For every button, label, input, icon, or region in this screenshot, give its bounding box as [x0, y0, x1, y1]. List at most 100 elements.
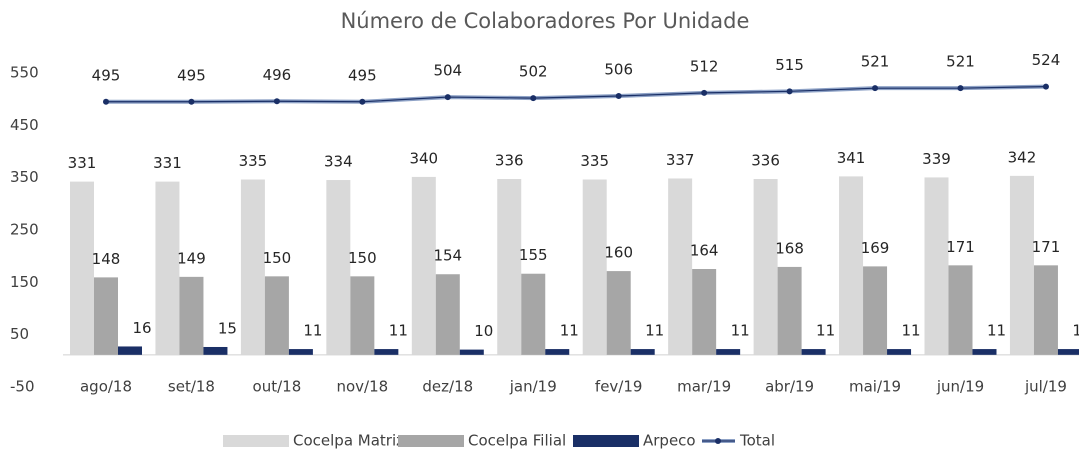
bar: [203, 346, 228, 355]
data-label: 148: [92, 250, 121, 268]
data-label: 521: [946, 53, 975, 71]
data-label: 331: [153, 154, 182, 172]
x-tick-label: mai/19: [849, 378, 901, 396]
line-marker: [872, 85, 879, 92]
bar: [435, 274, 460, 355]
data-label: 149: [177, 249, 206, 267]
data-label: 496: [263, 66, 292, 84]
data-label: 334: [324, 153, 353, 171]
x-tick-label: out/18: [253, 378, 302, 396]
data-label: 506: [604, 61, 633, 79]
legend-label: Arpeco: [643, 432, 696, 450]
bar: [155, 181, 180, 355]
bar: [497, 178, 522, 355]
legend-swatch: [398, 435, 464, 447]
data-label: 154: [433, 247, 462, 265]
line-marker: [786, 88, 793, 95]
bar: [948, 265, 973, 355]
bar: [777, 266, 802, 355]
data-label: 495: [177, 66, 206, 84]
x-tick-label: ago/18: [80, 378, 132, 396]
data-label: 331: [68, 154, 97, 172]
legend-label: Total: [739, 432, 775, 450]
bar: [70, 181, 94, 355]
x-tick-label: nov/18: [336, 378, 388, 396]
data-label: 160: [604, 244, 633, 262]
legend-swatch: [223, 435, 289, 447]
data-label: 15: [218, 319, 237, 337]
data-label: 11: [1072, 322, 1079, 340]
legend-label: Cocelpa Matriz: [293, 432, 404, 450]
data-label: 150: [348, 249, 377, 267]
bar: [350, 276, 375, 355]
data-label: 515: [775, 56, 804, 74]
data-label: 495: [348, 66, 377, 84]
x-tick-label: set/18: [168, 378, 215, 396]
data-label: 337: [666, 151, 695, 169]
bar: [411, 176, 436, 355]
bar: [972, 349, 997, 355]
data-label: 171: [1032, 238, 1061, 256]
chart-title: Número de Colaboradores Por Unidade: [341, 9, 750, 33]
data-label: 521: [861, 53, 890, 71]
bar: [264, 276, 289, 355]
bar: [692, 269, 717, 355]
bar: [753, 178, 778, 355]
bar: [374, 349, 399, 355]
bar: [716, 349, 741, 355]
y-tick-label: 50: [10, 325, 29, 343]
line-marker: [273, 98, 280, 105]
x-tick-label: abr/19: [765, 378, 814, 396]
data-label: 524: [1032, 51, 1061, 69]
line-marker: [359, 98, 366, 105]
data-label: 335: [239, 152, 268, 170]
data-label: 336: [751, 151, 780, 169]
bar: [179, 276, 204, 355]
data-label: 150: [263, 249, 292, 267]
y-tick-label: -50: [10, 378, 35, 396]
bar: [887, 349, 912, 355]
bar: [240, 179, 265, 355]
bar: [326, 180, 351, 355]
line-core: [106, 86, 1046, 103]
x-tick-label: jan/19: [509, 378, 557, 396]
y-tick-label: 550: [10, 64, 39, 82]
legend-marker: [715, 438, 721, 444]
data-label: 171: [946, 238, 975, 256]
bar: [94, 277, 118, 355]
data-label: 168: [775, 239, 804, 257]
line-marker: [957, 85, 964, 92]
x-tick-label: jun/19: [936, 378, 984, 396]
data-label: 336: [495, 151, 524, 169]
data-label: 335: [580, 152, 609, 170]
bar: [801, 349, 826, 355]
line-marker: [103, 98, 109, 105]
data-label: 164: [690, 242, 719, 260]
line-marker: [444, 94, 451, 101]
data-label: 512: [690, 57, 719, 75]
bar: [118, 346, 142, 355]
line-marker: [615, 93, 622, 100]
data-label: 502: [519, 63, 548, 81]
bar: [459, 349, 484, 355]
bar: [288, 349, 313, 355]
bar: [1009, 175, 1034, 355]
line-marker: [1042, 83, 1049, 90]
line-marker: [188, 98, 195, 105]
bar: [545, 349, 570, 355]
x-tick-label: fev/19: [595, 378, 643, 396]
legend-swatch: [573, 435, 639, 447]
line-marker: [530, 95, 537, 102]
bar: [863, 266, 888, 355]
y-tick-label: 250: [10, 221, 39, 239]
data-label: 11: [731, 322, 750, 340]
x-tick-label: jul/19: [1024, 378, 1067, 396]
bar: [668, 178, 693, 355]
data-label: 169: [861, 239, 890, 257]
x-tick-label: dez/18: [422, 378, 473, 396]
data-label: 10: [474, 322, 493, 340]
bar: [521, 273, 546, 355]
bar: [582, 179, 607, 355]
data-label: 11: [816, 322, 835, 340]
